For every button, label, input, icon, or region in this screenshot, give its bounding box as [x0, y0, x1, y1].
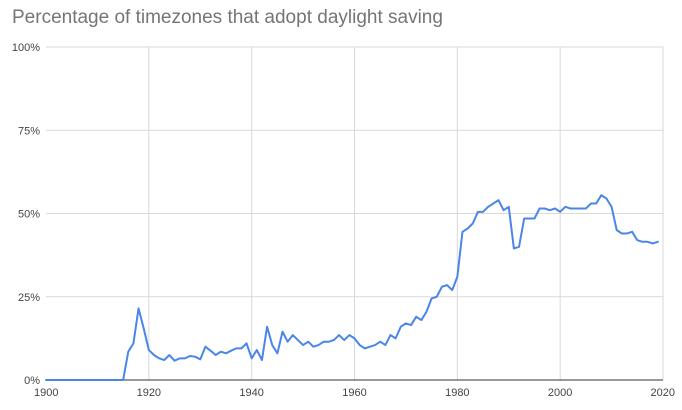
- chart-title: Percentage of timezones that adopt dayli…: [12, 7, 443, 28]
- x-tick-label: 1940: [239, 387, 263, 399]
- y-tick-label: 75%: [18, 125, 40, 137]
- x-tick-label: 1960: [342, 387, 366, 399]
- y-tick-label: 100%: [12, 42, 40, 54]
- series-layer: [45, 194, 659, 381]
- x-tick-label: 2020: [651, 387, 675, 399]
- x-tick-label: 1980: [445, 387, 469, 399]
- gridlines: [46, 46, 664, 380]
- tick-labels: 0% 25% 50% 75% 100% 1900 1920 1940 1960 1980 2000 2…: [12, 42, 675, 399]
- y-tick-label: 50%: [18, 209, 40, 221]
- x-tick-label: 1900: [34, 387, 58, 399]
- y-tick-label: 25%: [18, 292, 40, 304]
- x-tick-label: 1920: [137, 387, 161, 399]
- x-tick-label: 2000: [548, 387, 572, 399]
- series-line: [45, 194, 659, 381]
- y-tick-label: 0%: [24, 375, 40, 387]
